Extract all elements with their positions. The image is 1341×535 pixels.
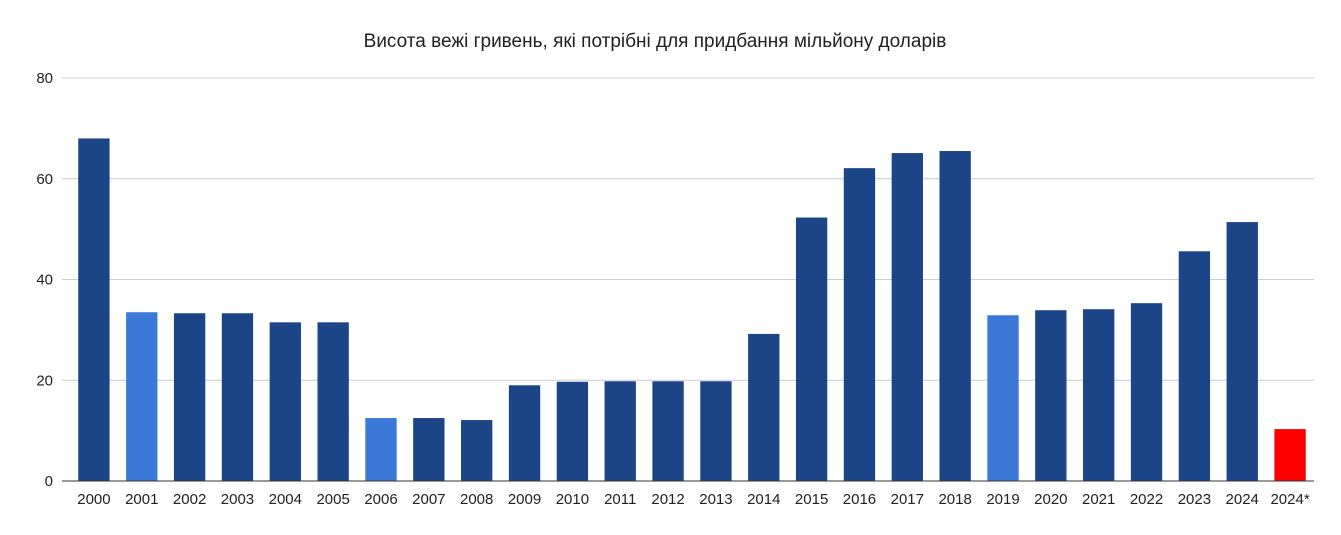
x-tick-label: 2010 [556, 491, 589, 508]
x-tick-label: 2002 [173, 491, 206, 508]
x-tick-label: 2009 [508, 491, 541, 508]
bar-2019 [987, 315, 1019, 481]
bar-2015 [795, 217, 828, 481]
bar-2007 [413, 418, 445, 481]
x-tick-label: 2012 [651, 491, 684, 508]
x-tick-label: 2024 [1226, 491, 1259, 508]
bar-2021 [1083, 309, 1115, 481]
x-tick-label: 2011 [604, 491, 636, 508]
y-axis-ticks: 0 20 40 60 80 [36, 70, 53, 490]
bar-2008 [461, 420, 493, 481]
bar-2017 [891, 153, 923, 481]
bar-2006 [365, 418, 397, 481]
bar-2018 [939, 151, 971, 481]
x-tick-label: 2016 [843, 491, 876, 508]
y-tick-label: 20 [36, 372, 53, 389]
bar-2014 [748, 333, 780, 481]
y-tick-label: 60 [36, 171, 53, 188]
x-tick-label: 2013 [699, 491, 732, 508]
x-tick-label: 2006 [364, 491, 397, 508]
chart-title: Висота вежі гривень, які потрібні для пр… [364, 31, 947, 52]
bar-2013 [700, 381, 732, 481]
x-tick-label: 2001 [125, 491, 158, 508]
bar-2024 [1226, 222, 1258, 481]
x-tick-label: 2004 [269, 491, 302, 508]
bar-2020 [1035, 310, 1067, 481]
x-tick-label: 2020 [1034, 491, 1067, 508]
y-tick-label: 40 [36, 272, 53, 289]
y-tick-label: 0 [45, 473, 53, 490]
x-tick-label: 2007 [412, 491, 445, 508]
bar-2010 [556, 381, 589, 481]
bar-2003 [221, 313, 254, 481]
x-tick-label: 2018 [938, 491, 971, 508]
x-tick-label: 2021 [1082, 491, 1115, 508]
bar-2000 [78, 138, 110, 481]
bar-2002 [173, 313, 206, 481]
bars [78, 138, 1306, 481]
bar-2022 [1130, 303, 1163, 481]
x-axis-ticks: 2000 2001 2002 2003 2004 2005 2006 2007 2008 2009… [77, 491, 1310, 508]
x-tick-label: 2014 [747, 491, 780, 508]
x-tick-label: 2000 [77, 491, 110, 508]
x-tick-label: 2015 [795, 491, 828, 508]
x-tick-label: 2022 [1130, 491, 1163, 508]
bar-2005 [317, 322, 349, 481]
y-tick-label: 80 [36, 70, 53, 87]
x-tick-label: 2005 [316, 491, 349, 508]
bar-2011 [604, 381, 636, 481]
bar-2023 [1178, 251, 1211, 481]
bar-2012 [652, 381, 684, 481]
bar-2024* [1274, 429, 1306, 481]
x-tick-label: 2008 [460, 491, 493, 508]
x-tick-label: 2023 [1178, 491, 1211, 508]
x-tick-label: 2024* [1270, 491, 1309, 508]
x-tick-label: 2019 [986, 491, 1019, 508]
bar-2001 [126, 312, 158, 481]
x-tick-label: 2003 [221, 491, 254, 508]
x-tick-label: 2017 [891, 491, 924, 508]
bar-2004 [269, 322, 301, 481]
bar-2016 [843, 168, 876, 481]
bar-2009 [508, 385, 541, 481]
